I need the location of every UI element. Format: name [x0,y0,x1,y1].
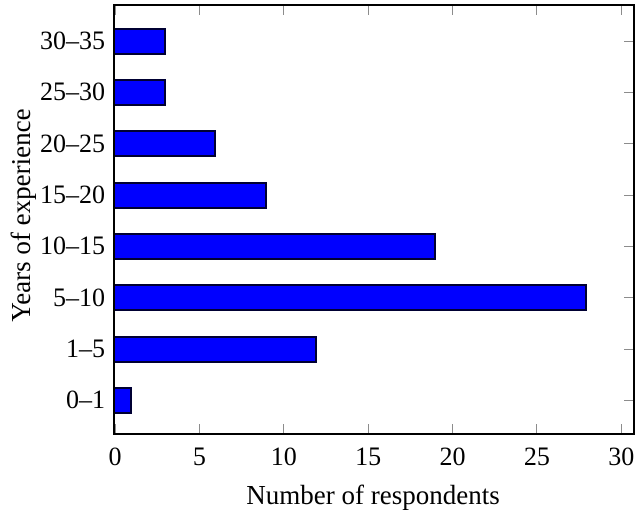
bar-10-15 [115,232,436,260]
x-tick-mark-bottom [367,424,369,433]
y-tick-mark-right [624,194,633,196]
x-tick-mark-bottom [283,424,285,433]
x-tick-mark-top [114,6,116,15]
bar-5-10 [115,284,588,312]
y-category-label-5-10: 5–10 [53,282,105,312]
y-tick-mark-right [624,40,633,42]
x-tick-mark-bottom [620,424,622,433]
y-category-label-1-5: 1–5 [66,334,105,364]
y-category-label-30-35: 30–35 [40,26,105,55]
bar-20-25 [115,130,217,158]
x-tick-mark-top [536,6,538,15]
y-tick-mark-right [624,143,633,145]
y-tick-mark-right [624,297,633,299]
x-tick-label-30: 30 [608,442,635,471]
x-tick-mark-top [620,6,622,15]
x-tick-mark-top [451,6,453,15]
x-tick-mark-top [283,6,285,15]
y-category-label-0-1: 0–1 [66,385,105,415]
x-axis-label: Number of respondents [246,480,500,510]
x-tick-mark-bottom [451,424,453,433]
x-tick-label-10: 10 [270,442,297,471]
x-tick-mark-bottom [536,424,538,433]
y-tick-mark-right [624,91,633,93]
x-tick-label-15: 15 [355,442,382,471]
x-tick-label-20: 20 [439,442,466,471]
bar-1-5 [115,335,318,363]
bar-15-20 [115,181,267,209]
y-category-label-10-15: 10–15 [40,231,105,261]
y-category-label-25-30: 25–30 [40,77,105,107]
x-tick-mark-bottom [114,424,116,433]
y-tick-mark-right [624,399,633,401]
x-tick-label-0: 0 [108,442,122,471]
x-tick-label-5: 5 [192,442,206,471]
x-tick-label-25: 25 [523,442,550,471]
x-tick-mark-top [198,6,200,15]
bar-30-35 [115,27,166,55]
y-tick-mark-right [624,348,633,350]
x-tick-mark-bottom [198,424,200,433]
bar-25-30 [115,78,166,106]
y-category-label-15-20: 15–20 [40,180,105,210]
y-tick-mark-right [624,245,633,247]
y-category-label-20-25: 20–25 [40,128,105,158]
plot-area [113,4,635,435]
x-tick-mark-top [367,6,369,15]
bar-0-1 [115,386,132,414]
